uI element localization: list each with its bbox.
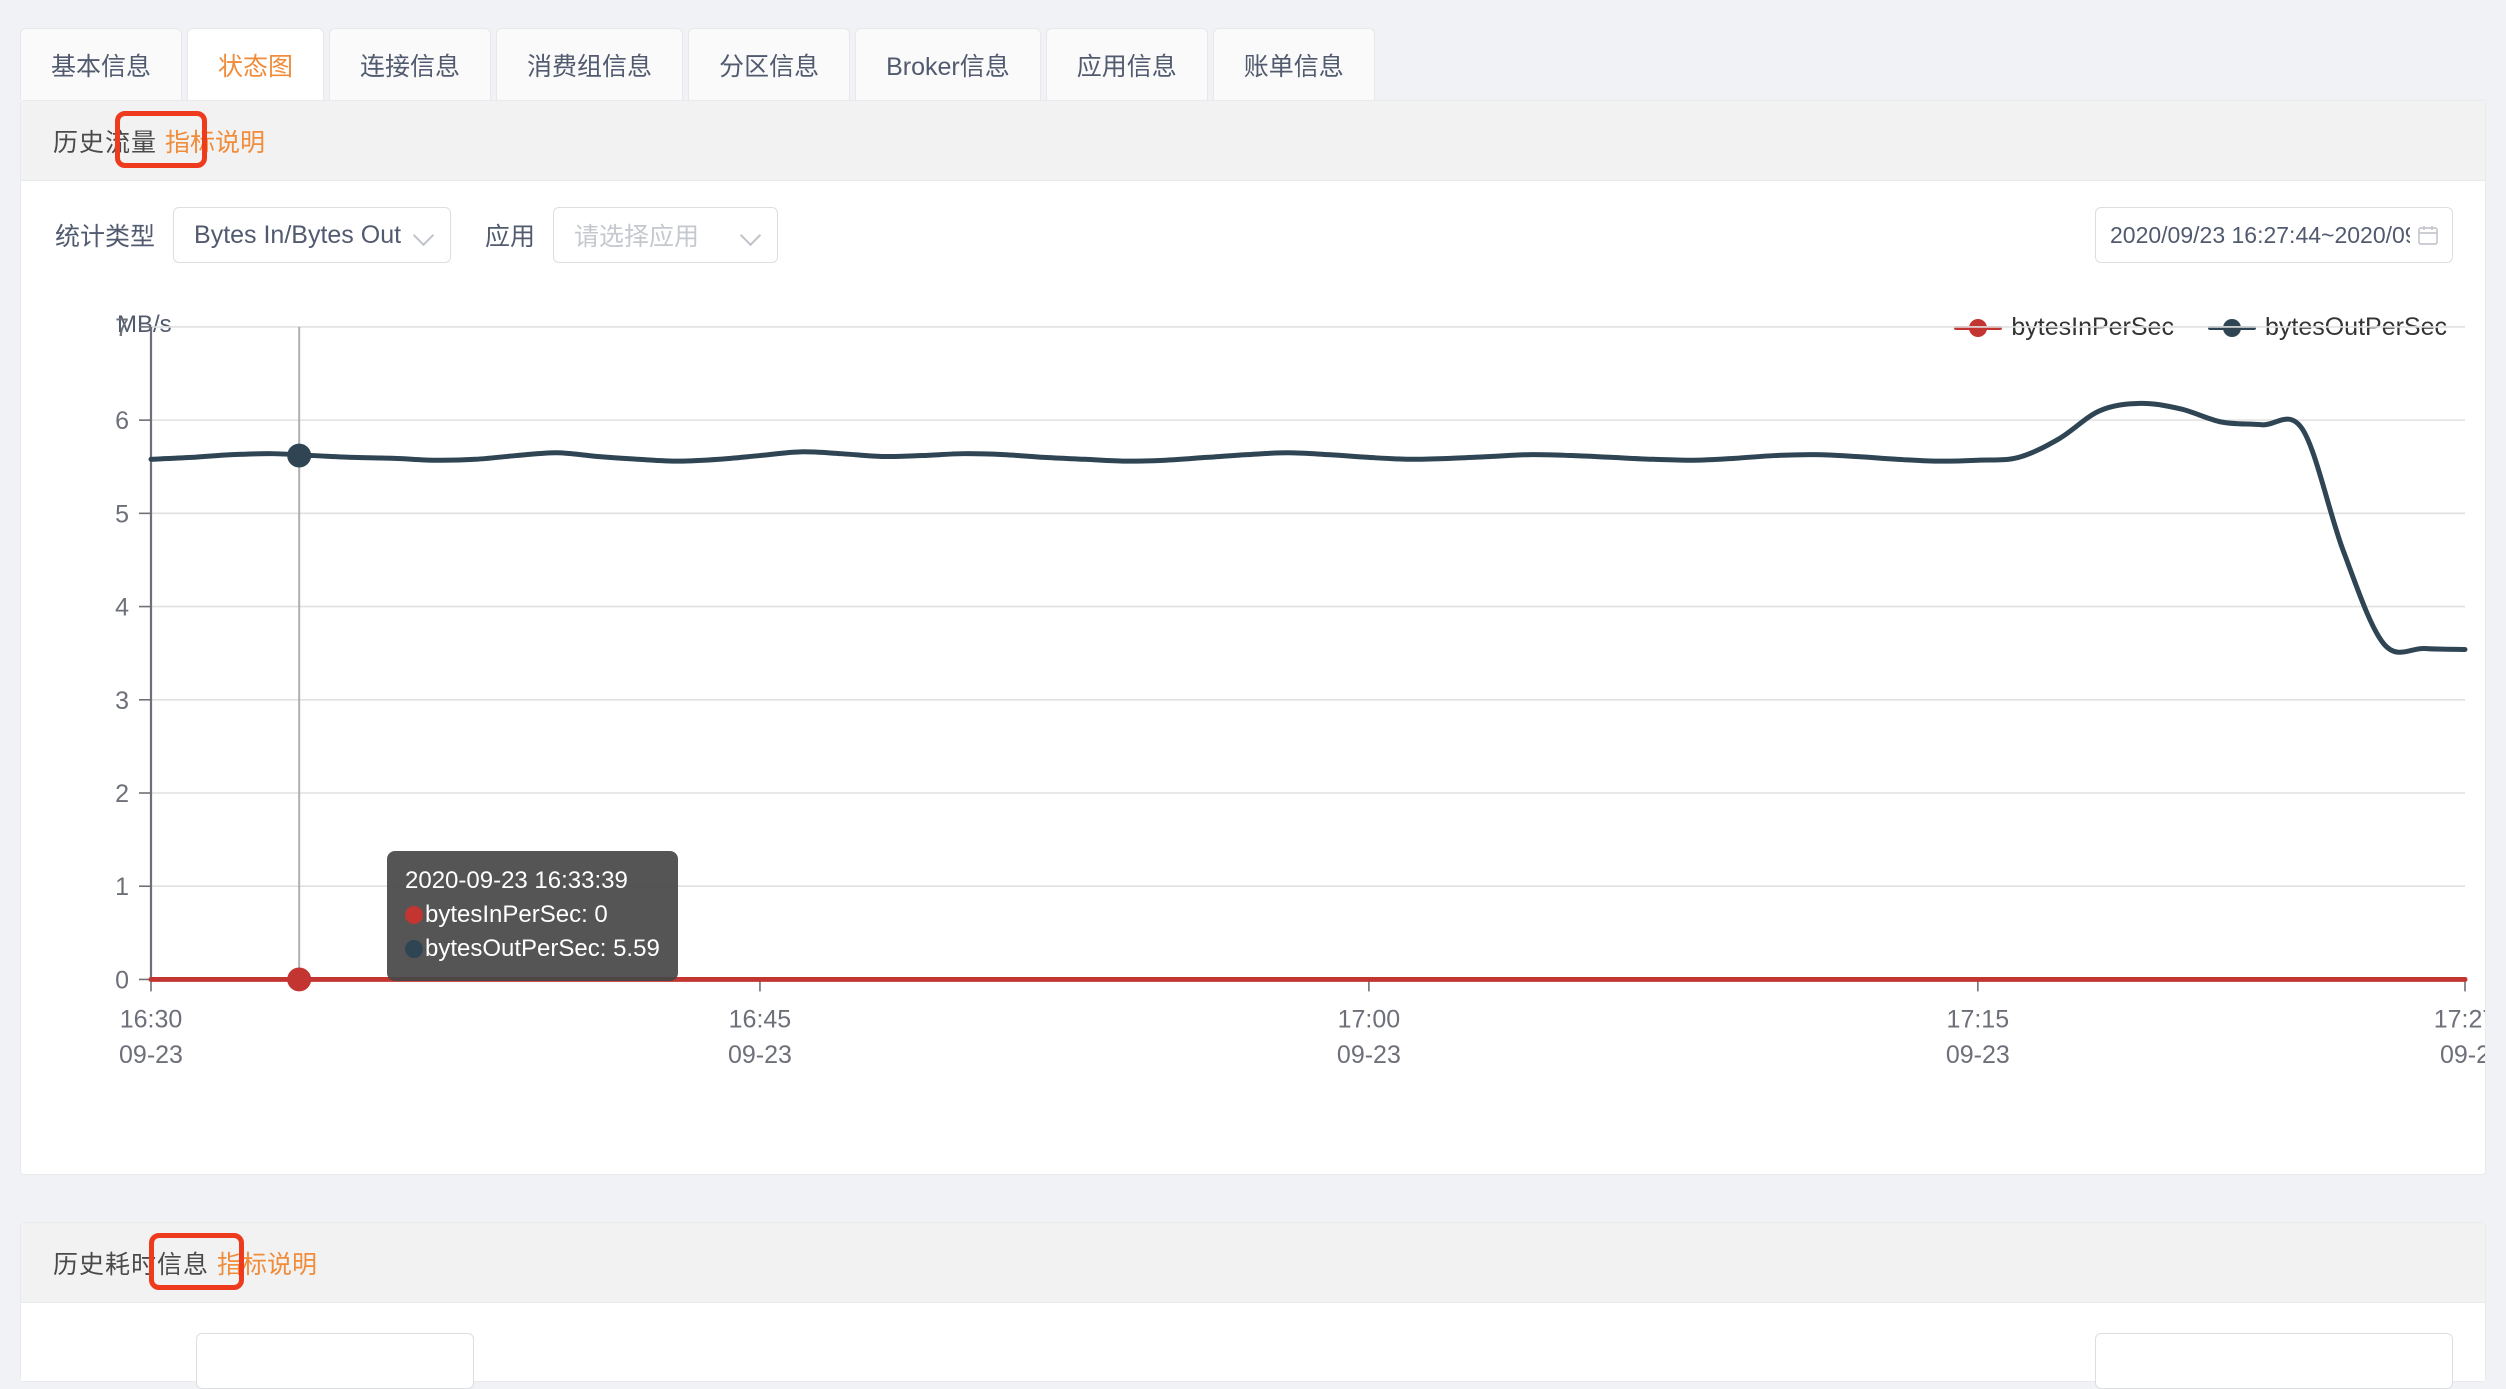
latency-date-range-picker[interactable] (2095, 1333, 2453, 1389)
svg-text:09-23: 09-23 (119, 1041, 183, 1069)
svg-text:09-23: 09-23 (1946, 1041, 2010, 1069)
svg-text:6: 6 (115, 407, 129, 435)
latency-card-header: 历史耗时信息 指标说明 (21, 1223, 2485, 1303)
tooltip-row-text: bytesOutPerSec: 5.59 (425, 935, 660, 963)
svg-text:4: 4 (115, 594, 129, 622)
flow-filter-row: 统计类型 Bytes In/Bytes Out 应用 请选择应用 2020/09… (21, 181, 2485, 289)
tab-label: 分区信息 (719, 52, 820, 81)
stat-type-value: Bytes In/Bytes Out (194, 220, 402, 249)
tab-application-info[interactable]: 应用信息 (1045, 28, 1208, 100)
chevron-down-icon (741, 225, 761, 245)
chart-tooltip: 2020-09-23 16:33:39 bytesInPerSec: 0 byt… (387, 851, 678, 982)
tab-label: 状态图 (218, 52, 294, 81)
tab-label: 基本信息 (51, 52, 152, 81)
tooltip-row-bytes-in: bytesInPerSec: 0 (405, 898, 660, 932)
tab-bar: 基本信息 状态图 连接信息 消费组信息 分区信息 Broker信息 应用信息 账… (0, 0, 2506, 100)
chevron-down-icon (414, 225, 434, 245)
svg-text:3: 3 (115, 687, 129, 715)
tab-label: 连接信息 (360, 52, 461, 81)
svg-text:16:30: 16:30 (120, 1005, 183, 1033)
svg-text:09-23: 09-23 (728, 1041, 792, 1069)
date-range-picker[interactable]: 2020/09/23 16:27:44~2020/09/23 17:27:44 (2095, 207, 2453, 263)
svg-text:2: 2 (115, 780, 129, 808)
tab-label: 账单信息 (1243, 52, 1344, 81)
latency-card-body (21, 1303, 2485, 1389)
date-range-value: 2020/09/23 16:27:44~2020/09/23 17:27:44 (2110, 221, 2410, 248)
application-label: 应用 (485, 223, 536, 251)
tab-consumer-group-info[interactable]: 消费组信息 (496, 28, 684, 100)
flow-card-header: 历史流量 指标说明 (21, 101, 2485, 181)
y-axis-unit-label: MB/s (117, 311, 172, 338)
historical-latency-card: 历史耗时信息 指标说明 (20, 1222, 2486, 1389)
stat-type-select[interactable]: Bytes In/Bytes Out (173, 207, 452, 263)
flow-metric-description-link[interactable]: 指标说明 (165, 128, 266, 157)
svg-text:09-2: 09-2 (2440, 1041, 2485, 1069)
svg-text:5: 5 (115, 500, 129, 528)
series-dot-icon (405, 940, 423, 959)
latency-card-title: 历史耗时信息 (53, 1250, 210, 1279)
svg-text:17:15: 17:15 (1947, 1005, 2010, 1033)
svg-text:17:00: 17:00 (1338, 1005, 1401, 1033)
tooltip-time: 2020-09-23 16:33:39 (405, 867, 628, 894)
historical-flow-card: 历史流量 指标说明 统计类型 Bytes In/Bytes Out 应用 请选择… (20, 100, 2486, 1175)
svg-text:09-23: 09-23 (1337, 1041, 1401, 1069)
series-dot-icon (405, 906, 423, 925)
flow-card-title: 历史流量 (53, 128, 158, 157)
tab-label: 消费组信息 (527, 52, 653, 81)
latency-metric-description-link[interactable]: 指标说明 (217, 1250, 318, 1279)
latency-stat-type-select[interactable] (196, 1333, 474, 1389)
tab-billing-info[interactable]: 账单信息 (1212, 28, 1375, 100)
tab-partition-info[interactable]: 分区信息 (688, 28, 851, 100)
calendar-icon (2418, 226, 2438, 245)
svg-text:16:45: 16:45 (729, 1005, 792, 1033)
application-select[interactable]: 请选择应用 (553, 207, 779, 263)
tab-connection-info[interactable]: 连接信息 (329, 28, 492, 100)
line-chart-svg: 0 1 2 3 4 5 6 7 16:30 09-23 16:45 09-23 17:00 09-23 17… (115, 314, 2485, 1069)
svg-text:0: 0 (115, 966, 129, 994)
tooltip-row-text: bytesInPerSec: 0 (425, 901, 608, 929)
tab-status-chart[interactable]: 状态图 (187, 28, 325, 100)
svg-text:17:27: 17:27 (2434, 1005, 2485, 1033)
tooltip-row-bytes-out: bytesOutPerSec: 5.59 (405, 932, 660, 966)
tab-broker-info[interactable]: Broker信息 (855, 28, 1041, 100)
svg-text:7: 7 (115, 314, 129, 342)
stat-type-label: 统计类型 (55, 223, 156, 251)
svg-text:1: 1 (115, 873, 129, 901)
tab-basic-info[interactable]: 基本信息 (20, 28, 183, 100)
tab-label: 应用信息 (1076, 52, 1177, 81)
tab-label: Broker信息 (886, 52, 1010, 81)
application-value: 请选择应用 (574, 223, 700, 251)
